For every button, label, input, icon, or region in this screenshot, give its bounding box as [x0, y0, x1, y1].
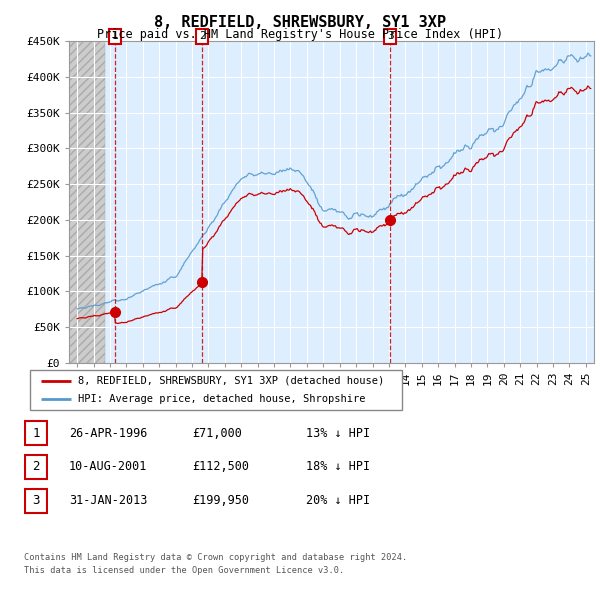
Text: 3: 3 [32, 494, 40, 507]
Bar [69, 41, 105, 363]
Text: £199,950: £199,950 [192, 494, 249, 507]
Text: HPI: Average price, detached house, Shropshire: HPI: Average price, detached house, Shro… [79, 394, 366, 404]
FancyBboxPatch shape [25, 455, 47, 478]
FancyBboxPatch shape [25, 421, 47, 445]
Text: 13% ↓ HPI: 13% ↓ HPI [306, 427, 370, 440]
Text: 1: 1 [112, 31, 119, 41]
Text: 18% ↓ HPI: 18% ↓ HPI [306, 460, 370, 473]
Text: 31-JAN-2013: 31-JAN-2013 [69, 494, 148, 507]
Text: £112,500: £112,500 [192, 460, 249, 473]
Text: Contains HM Land Registry data © Crown copyright and database right 2024.: Contains HM Land Registry data © Crown c… [24, 553, 407, 562]
FancyBboxPatch shape [30, 370, 402, 410]
Text: 2: 2 [199, 31, 205, 41]
Text: 8, REDFIELD, SHREWSBURY, SY1 3XP: 8, REDFIELD, SHREWSBURY, SY1 3XP [154, 15, 446, 30]
Text: 1: 1 [32, 427, 40, 440]
Text: 10-AUG-2001: 10-AUG-2001 [69, 460, 148, 473]
Text: This data is licensed under the Open Government Licence v3.0.: This data is licensed under the Open Gov… [24, 566, 344, 575]
Text: Price paid vs. HM Land Registry's House Price Index (HPI): Price paid vs. HM Land Registry's House … [97, 28, 503, 41]
FancyBboxPatch shape [25, 489, 47, 513]
Text: 8, REDFIELD, SHREWSBURY, SY1 3XP (detached house): 8, REDFIELD, SHREWSBURY, SY1 3XP (detach… [79, 376, 385, 386]
Text: 2: 2 [32, 460, 40, 473]
Text: £71,000: £71,000 [192, 427, 242, 440]
Text: 20% ↓ HPI: 20% ↓ HPI [306, 494, 370, 507]
Text: 3: 3 [387, 31, 394, 41]
Bar [69, 41, 105, 363]
Text: 26-APR-1996: 26-APR-1996 [69, 427, 148, 440]
